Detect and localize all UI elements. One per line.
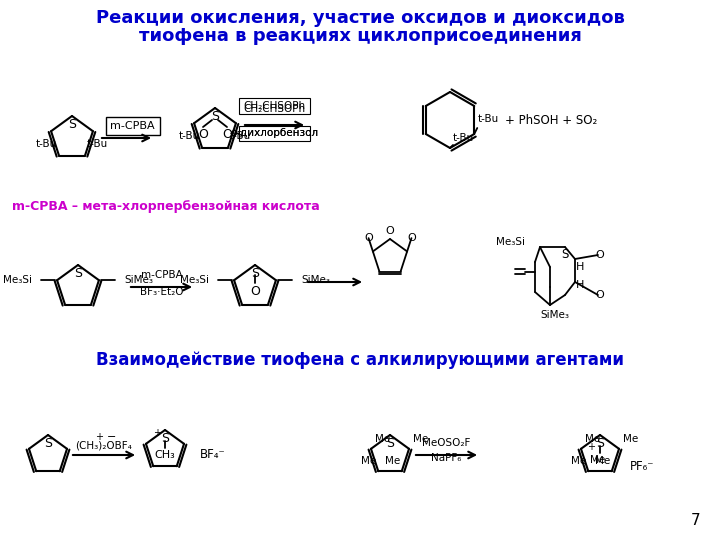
Text: + PhSOH + SO₂: + PhSOH + SO₂ [505,113,598,126]
Text: Me: Me [590,455,606,465]
Text: +: + [153,428,161,438]
Text: t-Bu: t-Bu [230,131,251,141]
Text: SiMe₃: SiMe₃ [541,310,570,320]
Text: о-дихлорбензол: о-дихлорбензол [230,128,318,138]
Text: Реакции окисления, участие оксидов и диоксидов: Реакции окисления, участие оксидов и дио… [96,9,624,27]
Text: S: S [251,267,259,280]
Text: Взаимодействие тиофена с алкилирующими агентами: Взаимодействие тиофена с алкилирующими а… [96,351,624,369]
Text: PF₆⁻: PF₆⁻ [630,461,654,474]
Text: S: S [386,437,394,450]
Text: Me: Me [384,456,400,466]
Text: O: O [386,226,395,236]
Text: m-CPBA – мета-хлорпербензойная кислота: m-CPBA – мета-хлорпербензойная кислота [12,200,320,213]
Text: CH₃: CH₃ [155,450,176,460]
Text: m-CPBA: m-CPBA [140,270,182,280]
Text: t-Bu: t-Bu [477,114,498,124]
Text: 7: 7 [690,513,700,528]
FancyBboxPatch shape [106,117,160,135]
Text: S: S [211,110,219,123]
Text: O: O [222,128,232,141]
Text: SiMe₃: SiMe₃ [301,275,330,285]
Text: t-Bu: t-Bu [179,131,200,141]
Text: m-CPBA: m-CPBA [110,121,155,131]
Text: t-Bu: t-Bu [453,133,474,143]
Text: H: H [576,262,584,272]
Text: о-дихлорбензол: о-дихлорбензол [230,128,318,138]
Text: +: + [95,432,103,442]
Text: Me: Me [413,434,428,444]
Text: −: − [107,432,117,442]
FancyBboxPatch shape [239,126,310,141]
Text: S: S [68,118,76,131]
Text: O: O [198,128,208,141]
Text: BF₃·Et₂O: BF₃·Et₂O [140,287,184,297]
Text: O: O [407,233,416,243]
Text: Me₃Si: Me₃Si [496,237,525,247]
Text: NaPF₆: NaPF₆ [431,453,462,463]
Text: CH₂CHSOPh: CH₂CHSOPh [243,104,305,114]
Text: S: S [44,437,52,450]
Text: MeOSO₂F: MeOSO₂F [423,438,471,448]
Text: Me: Me [623,434,638,444]
Text: BF₄⁻: BF₄⁻ [200,449,226,462]
Text: S: S [596,437,604,450]
Text: t-Bu: t-Bu [87,139,108,149]
Text: +: + [587,442,595,452]
Text: SiMe₃: SiMe₃ [124,275,153,285]
Text: Me₃Si: Me₃Si [180,275,209,285]
Text: Me: Me [361,456,377,466]
Text: (CH₃)₂OBF₄: (CH₃)₂OBF₄ [76,440,132,450]
Text: Me: Me [585,434,600,444]
Text: Me: Me [571,456,586,466]
Text: Me: Me [375,434,390,444]
Text: Me: Me [595,456,610,466]
Text: O: O [364,233,373,243]
Text: O: O [595,290,604,300]
Text: Me₃Si: Me₃Si [3,275,32,285]
Text: S: S [562,248,569,261]
Text: H: H [576,280,584,290]
Text: O: O [595,250,604,260]
FancyBboxPatch shape [239,98,310,114]
Text: t-Bu: t-Bu [36,139,57,149]
Text: CH₂CHSOPh: CH₂CHSOPh [243,101,305,111]
Text: S: S [161,432,169,445]
Text: S: S [74,267,82,280]
Text: O: O [250,285,260,298]
Text: тиофена в реакциях циклоприсоединения: тиофена в реакциях циклоприсоединения [138,27,582,45]
